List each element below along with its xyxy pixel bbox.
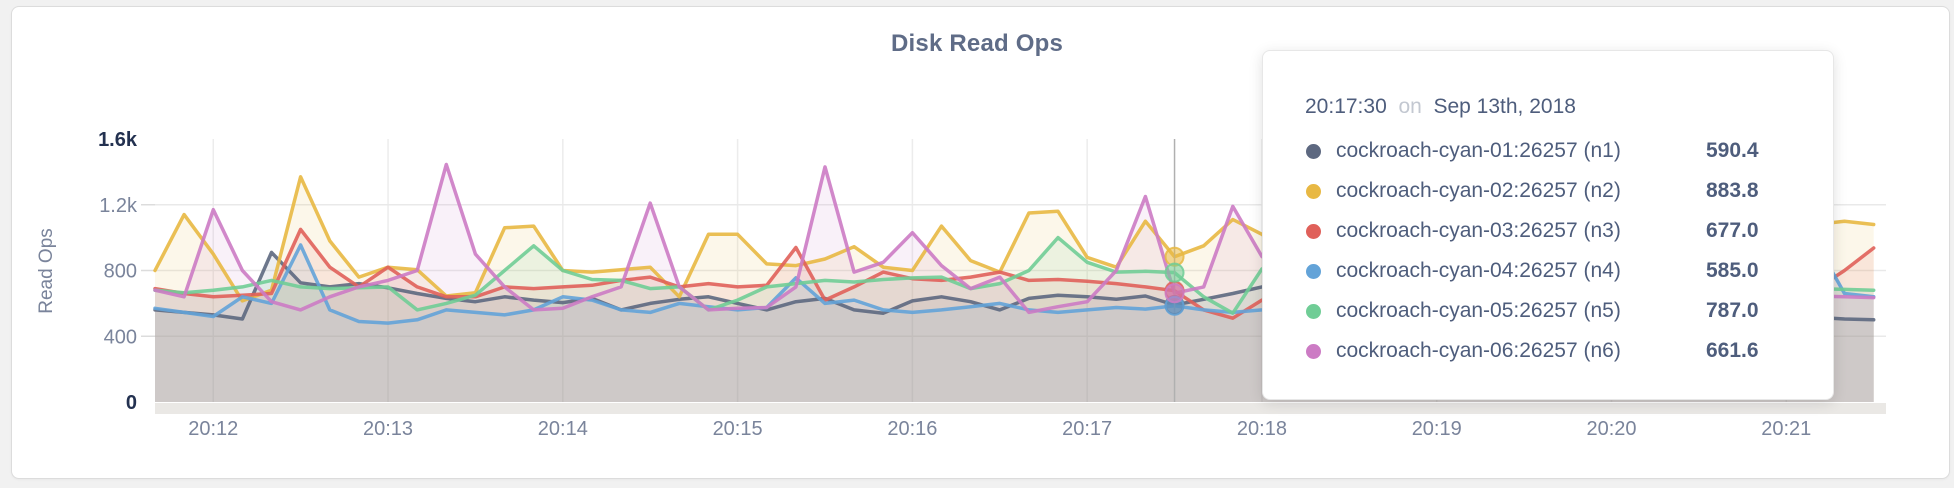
tooltip-series-value: 677.0 bbox=[1706, 219, 1759, 242]
tooltip-row: cockroach-cyan-04:26257 (n4) 585.0 bbox=[1306, 251, 1806, 291]
tooltip-series-value: 787.0 bbox=[1706, 299, 1759, 322]
x-tick-label-2012: 20:12 bbox=[188, 418, 238, 440]
tooltip-series-label: cockroach-cyan-02:26257 (n2) bbox=[1336, 179, 1621, 202]
x-tick-label-2019: 20:19 bbox=[1412, 418, 1462, 440]
tooltip-series-label: cockroach-cyan-05:26257 (n5) bbox=[1336, 299, 1621, 322]
x-tick-label-2013: 20:13 bbox=[363, 418, 413, 440]
tooltip-series-value: 590.4 bbox=[1706, 139, 1759, 162]
series-dot-icon bbox=[1306, 344, 1321, 359]
chart-tooltip: 20:17:30 on Sep 13th, 2018 cockroach-cya… bbox=[1262, 50, 1834, 400]
x-tick-label-2018: 20:18 bbox=[1237, 418, 1287, 440]
tooltip-series-value: 661.6 bbox=[1706, 339, 1759, 362]
tooltip-row: cockroach-cyan-02:26257 (n2) 883.8 bbox=[1306, 171, 1806, 211]
series-dot-icon bbox=[1306, 304, 1321, 319]
y-tick-label-1600: 1.6k bbox=[98, 129, 138, 151]
x-tick-label-2014: 20:14 bbox=[538, 418, 588, 440]
y-tick-label-400: 400 bbox=[104, 326, 137, 348]
tooltip-series-label: cockroach-cyan-04:26257 (n4) bbox=[1336, 259, 1621, 282]
tooltip-row: cockroach-cyan-01:26257 (n1) 590.4 bbox=[1306, 131, 1806, 171]
hover-point-n6 bbox=[1164, 283, 1185, 304]
tooltip-date: Sep 13th, 2018 bbox=[1433, 95, 1576, 118]
y-tick-label-0: 0 bbox=[126, 392, 137, 414]
hover-point-n5 bbox=[1164, 262, 1185, 283]
x-tick-label-2021: 20:21 bbox=[1761, 418, 1811, 440]
series-dot-icon bbox=[1306, 264, 1321, 279]
x-tick-label-2015: 20:15 bbox=[713, 418, 763, 440]
series-dot-icon bbox=[1306, 224, 1321, 239]
tooltip-row: cockroach-cyan-06:26257 (n6) 661.6 bbox=[1306, 331, 1806, 371]
tooltip-row: cockroach-cyan-05:26257 (n5) 787.0 bbox=[1306, 291, 1806, 331]
y-axis-title: Read Ops bbox=[36, 228, 57, 314]
tooltip-series-label: cockroach-cyan-03:26257 (n3) bbox=[1336, 219, 1621, 242]
tooltip-series-label: cockroach-cyan-06:26257 (n6) bbox=[1336, 339, 1621, 362]
series-dot-icon bbox=[1306, 184, 1321, 199]
tooltip-series-value: 585.0 bbox=[1706, 259, 1759, 282]
tooltip-series-value: 883.8 bbox=[1706, 179, 1759, 202]
series-dot-icon bbox=[1306, 144, 1321, 159]
tooltip-row: cockroach-cyan-03:26257 (n3) 677.0 bbox=[1306, 211, 1806, 251]
tooltip-series-label: cockroach-cyan-01:26257 (n1) bbox=[1336, 139, 1621, 162]
tooltip-header: 20:17:30 on Sep 13th, 2018 bbox=[1305, 95, 1576, 119]
y-tick-label-1200: 1.2k bbox=[99, 195, 138, 217]
x-tick-label-2017: 20:17 bbox=[1062, 418, 1112, 440]
chart-title: Disk Read Ops bbox=[891, 30, 1063, 57]
x-tick-label-2016: 20:16 bbox=[887, 418, 937, 440]
tooltip-time: 20:17:30 bbox=[1305, 95, 1387, 118]
tooltip-on-word: on bbox=[1398, 95, 1422, 118]
x-tick-label-2020: 20:20 bbox=[1586, 418, 1636, 440]
y-tick-label-800: 800 bbox=[104, 261, 137, 283]
x-axis-strip bbox=[155, 403, 1886, 414]
